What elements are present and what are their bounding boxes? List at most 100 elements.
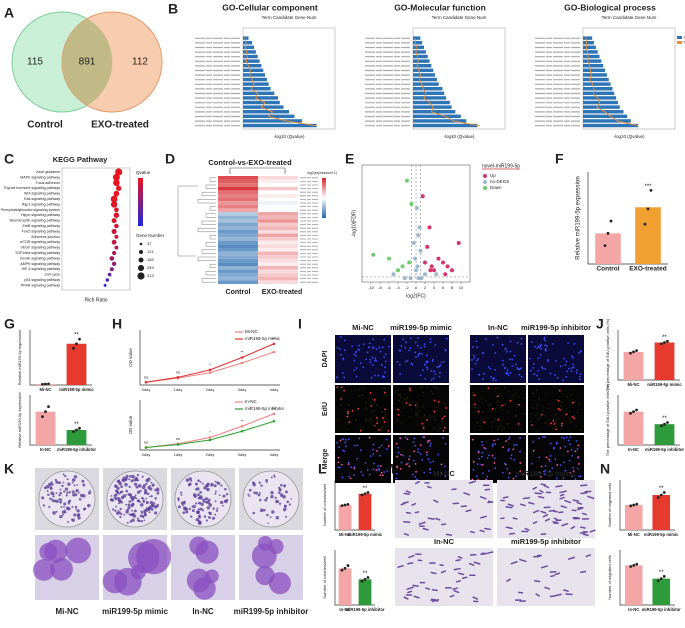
heat-cell bbox=[258, 269, 298, 274]
cell-dot bbox=[373, 425, 376, 428]
cell-dot bbox=[362, 343, 365, 346]
colony-dot bbox=[216, 507, 219, 510]
colony-dot bbox=[51, 483, 54, 486]
label: Mi-NC bbox=[245, 329, 258, 334]
colony-dot bbox=[55, 510, 58, 513]
cell-dot bbox=[356, 457, 359, 460]
cell-dot bbox=[381, 410, 384, 413]
cell-dot bbox=[435, 386, 438, 389]
cell-dot bbox=[514, 363, 517, 366]
colony-dot bbox=[139, 503, 144, 507]
cell-dot bbox=[387, 429, 390, 432]
cell-dot bbox=[543, 336, 546, 339]
heat-cell bbox=[218, 183, 258, 187]
label: 10 bbox=[459, 285, 464, 290]
bar bbox=[652, 495, 671, 530]
heat-cell bbox=[218, 262, 258, 266]
cell-dot bbox=[375, 359, 378, 362]
migrated-cell bbox=[512, 517, 518, 520]
cell-dot bbox=[545, 456, 548, 459]
replicate-dot bbox=[629, 565, 633, 568]
cell-dot bbox=[353, 359, 356, 362]
colony-dot bbox=[224, 487, 227, 491]
replicate-dot bbox=[632, 503, 636, 507]
cell-dot bbox=[548, 460, 551, 463]
label: In-NC bbox=[488, 323, 509, 332]
cell-dot bbox=[521, 405, 524, 407]
bar bbox=[243, 82, 269, 86]
cell-dot bbox=[553, 386, 555, 389]
label: -log10 (Qvalue) bbox=[273, 134, 305, 139]
cell-dot bbox=[574, 424, 577, 427]
colony-dot bbox=[269, 516, 272, 519]
cell-dot bbox=[492, 377, 495, 380]
label: Merge bbox=[322, 449, 329, 470]
volcano-point bbox=[407, 260, 412, 265]
cell-dot bbox=[472, 469, 475, 471]
cell-dot bbox=[545, 392, 548, 395]
bar bbox=[243, 110, 289, 114]
cell-dot bbox=[436, 366, 439, 368]
colony-dot bbox=[113, 496, 117, 500]
label: 891 bbox=[79, 57, 96, 68]
migrated-cell bbox=[510, 561, 518, 565]
cell-dot bbox=[437, 400, 440, 403]
cell-dot bbox=[408, 455, 411, 458]
label: 2day bbox=[206, 387, 215, 392]
cell-dot bbox=[415, 412, 417, 414]
migrated-cell bbox=[465, 509, 472, 512]
cell-dot bbox=[404, 341, 407, 344]
bar bbox=[583, 100, 618, 105]
cell-dot bbox=[487, 366, 490, 368]
migrated-cell bbox=[487, 500, 493, 504]
migrated-cell bbox=[397, 564, 404, 568]
volcano-point bbox=[456, 241, 461, 245]
cell-dot bbox=[482, 378, 484, 380]
label: 313 bbox=[147, 273, 154, 278]
cell-dot bbox=[415, 413, 417, 416]
migrated-cell bbox=[555, 485, 563, 488]
cell-dot bbox=[511, 365, 514, 368]
label: VEGF signaling pathway bbox=[21, 246, 61, 250]
bar bbox=[583, 119, 631, 123]
cell-dot bbox=[414, 475, 417, 478]
migrated-cell bbox=[540, 565, 548, 569]
dendrogram bbox=[197, 199, 216, 204]
label: Mi-NC bbox=[55, 607, 78, 616]
colony-dot bbox=[150, 481, 153, 484]
cell-dot bbox=[415, 470, 417, 473]
cell-dot bbox=[341, 476, 344, 479]
cell-dot bbox=[500, 429, 503, 432]
colony bbox=[193, 577, 216, 600]
label: Mi-NC bbox=[339, 532, 351, 537]
migrated-cell bbox=[431, 598, 439, 602]
cell-dot bbox=[483, 421, 486, 424]
cell-dot bbox=[496, 438, 499, 441]
bar bbox=[338, 568, 352, 605]
cell-dot bbox=[431, 360, 434, 362]
migrated-cell bbox=[412, 584, 419, 587]
cell-dot bbox=[501, 471, 504, 474]
colony-dot bbox=[74, 505, 78, 509]
colony-dot bbox=[264, 498, 268, 502]
cell-dot bbox=[396, 472, 398, 475]
label: Term Candidate Gene Num bbox=[432, 15, 487, 20]
colony-dot bbox=[123, 514, 126, 516]
cell-dot bbox=[471, 368, 473, 371]
cell-dot bbox=[439, 371, 441, 374]
cell-dot bbox=[378, 454, 381, 457]
cell-dot bbox=[572, 414, 575, 417]
cell-dot bbox=[530, 424, 533, 426]
cell-dot bbox=[339, 439, 342, 442]
colony-dot bbox=[214, 490, 217, 493]
cell-dot bbox=[531, 392, 534, 395]
heat-cell bbox=[218, 258, 258, 263]
micrograph bbox=[335, 335, 391, 383]
label: 6 bbox=[442, 285, 445, 290]
colony-dot bbox=[143, 519, 146, 522]
cell-dot bbox=[565, 436, 568, 439]
colony-dot bbox=[75, 488, 79, 493]
heat-cell bbox=[218, 266, 258, 270]
cell-dot bbox=[570, 369, 573, 372]
migrated-cell bbox=[468, 480, 477, 484]
